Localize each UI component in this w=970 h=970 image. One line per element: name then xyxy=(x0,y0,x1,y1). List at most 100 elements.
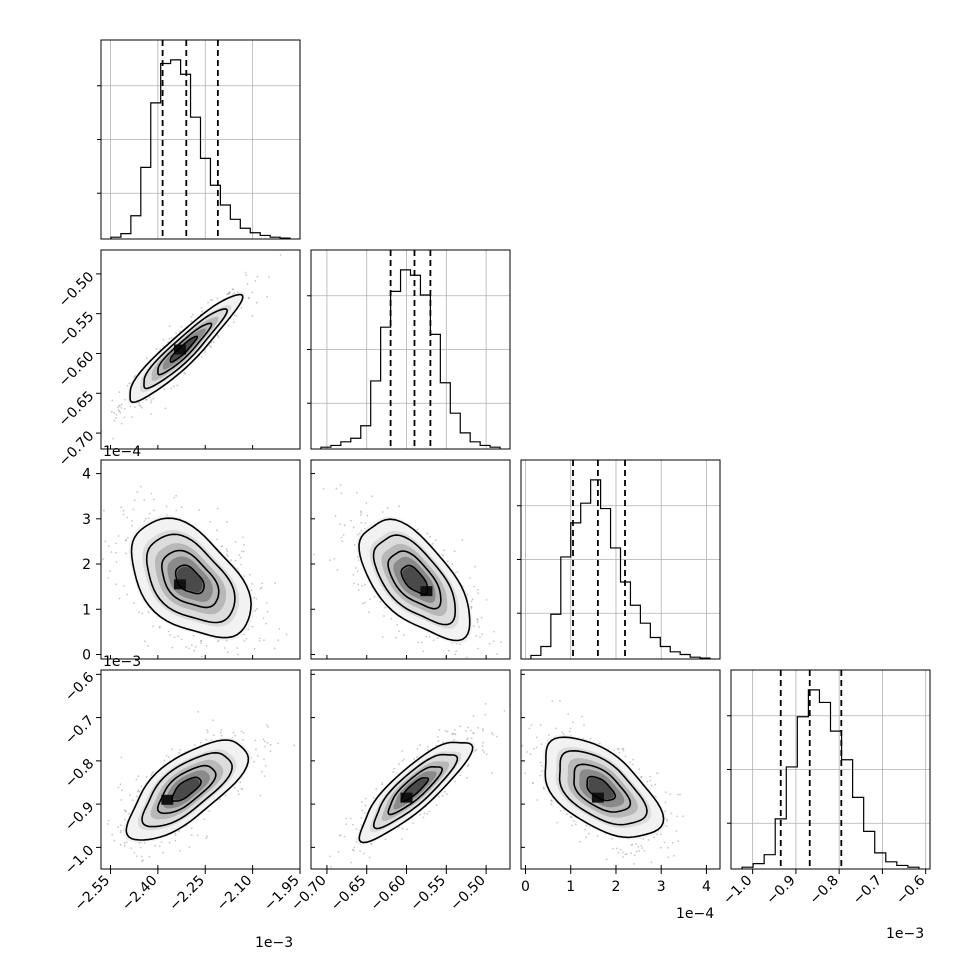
contour-0-1-2 xyxy=(157,322,213,376)
hist-frame-2 xyxy=(520,459,721,660)
pair-inner-0-2 xyxy=(102,485,288,658)
hist-frame-3 xyxy=(730,669,931,870)
contour-1-3-2 xyxy=(387,766,444,816)
pair-panel-0-3 xyxy=(100,669,301,870)
ytick-label-3-3: −0.7 xyxy=(62,713,97,748)
xtick-label-0-3: −2.10 xyxy=(214,873,256,915)
ytick-label-1-4: −0.50 xyxy=(56,269,98,311)
contour-1-3-3 xyxy=(400,777,430,803)
pair-frame-1-3 xyxy=(310,669,511,870)
ytick-label-3-1: −0.9 xyxy=(62,799,97,834)
contour-2-3-3 xyxy=(586,775,617,802)
contour-0-3-1 xyxy=(141,751,233,828)
pair-panel-1-2 xyxy=(310,459,511,660)
density-peak-1-3 xyxy=(400,792,413,803)
xtick-label-2-1: 1 xyxy=(566,879,575,895)
ytick-label-3-0: −1.0 xyxy=(62,842,97,877)
contour-1-2-0 xyxy=(358,518,471,642)
contour-1-3-1 xyxy=(373,753,459,830)
contour-0-3-2 xyxy=(156,764,217,815)
xtick-label-3-4: −0.6 xyxy=(893,872,928,907)
xtick-label-1-4: −0.50 xyxy=(447,873,489,915)
hist-grid-3 xyxy=(731,670,930,869)
pair-frame-2-3 xyxy=(520,669,721,870)
contour-0-2-3 xyxy=(174,564,205,595)
pair-frame-0-2 xyxy=(100,459,301,660)
ytick-label-1-3: −0.55 xyxy=(56,309,98,351)
ytick-label-2-1: 1 xyxy=(82,602,91,618)
contour-1-2-2 xyxy=(387,550,442,610)
pair-frame-1-2 xyxy=(310,459,511,660)
xtick-label-1-2: −0.60 xyxy=(368,873,410,915)
pair-inner-2-3 xyxy=(521,700,684,865)
contour-0-3-0 xyxy=(125,739,250,841)
xtick-label-3-3: −0.7 xyxy=(850,873,885,908)
contour-2-3-0 xyxy=(544,736,665,839)
hist-panel-1 xyxy=(307,249,511,450)
x-offset-3: 1e−3 xyxy=(886,926,924,942)
hist-frame-1 xyxy=(310,249,511,450)
xtick-label-2-0: 0 xyxy=(521,879,530,895)
xtick-label-2-2: 2 xyxy=(612,879,621,895)
xtick-label-0-2: −2.25 xyxy=(166,873,208,915)
ytick-label-2-2: 2 xyxy=(82,557,91,573)
density-peak-0-3 xyxy=(161,794,174,805)
pair-frame-0-1 xyxy=(100,249,301,450)
xtick-label-2-3: 3 xyxy=(657,879,666,895)
xtick-label-3-0: −1.0 xyxy=(720,873,755,908)
x-offset-2: 1e−4 xyxy=(676,906,714,922)
hist-panel-0 xyxy=(97,39,301,240)
contour-0-2-1 xyxy=(145,533,236,624)
xtick-label-0-0: −2.55 xyxy=(72,873,114,915)
pair-inner-0-1 xyxy=(101,254,282,440)
xtick-label-3-2: −0.8 xyxy=(807,873,842,908)
xtick-label-1-1: −0.65 xyxy=(328,873,370,915)
hist-grid-2 xyxy=(521,460,720,659)
contour-0-2-2 xyxy=(160,549,220,609)
hist-step-2 xyxy=(530,479,711,659)
pair-panel-2-3 xyxy=(520,669,721,870)
ytick-label-3-2: −0.8 xyxy=(62,756,97,791)
ytick-label-2-3: 3 xyxy=(82,512,91,528)
ytick-label-1-1: −0.65 xyxy=(56,388,98,430)
ytick-label-1-2: −0.60 xyxy=(56,349,98,391)
hist-frame-0 xyxy=(100,39,301,240)
contour-0-2-0 xyxy=(130,517,252,639)
ytick-label-2-4: 4 xyxy=(82,467,91,483)
contour-2-3-2 xyxy=(573,763,632,813)
xtick-label-3-1: −0.9 xyxy=(763,873,798,908)
contour-2-3-1 xyxy=(558,749,648,826)
density-fill-0-3-4 xyxy=(173,778,200,800)
contour-1-2-3 xyxy=(400,564,429,596)
y-offset-3: 1e−3 xyxy=(103,654,141,670)
hist-step-1 xyxy=(320,269,501,449)
pair-panel-1-3 xyxy=(310,669,511,870)
density-peak-0-1 xyxy=(173,344,186,355)
ytick-label-3-4: −0.6 xyxy=(62,669,97,704)
pair-inner-0-3 xyxy=(107,711,296,862)
contour-0-1-0 xyxy=(129,293,244,404)
xtick-label-2-4: 4 xyxy=(702,879,711,895)
hist-step-3 xyxy=(741,689,920,869)
pair-panel-0-2 xyxy=(100,459,301,660)
pair-panel-0-1 xyxy=(100,249,301,450)
hist-panel-3 xyxy=(727,669,931,870)
contour-1-3-0 xyxy=(358,741,474,844)
density-peak-0-2 xyxy=(173,579,186,590)
contour-0-3-3 xyxy=(171,776,202,802)
x-offset-0: 1e−3 xyxy=(255,935,293,951)
contour-0-1-1 xyxy=(143,308,228,390)
hist-panel-2 xyxy=(517,459,721,660)
hist-grid-1 xyxy=(311,250,510,449)
density-peak-1-2 xyxy=(420,586,433,597)
density-fill-1-2-4 xyxy=(402,566,427,593)
hist-step-0 xyxy=(110,59,291,239)
xtick-label-1-3: −0.55 xyxy=(407,873,449,915)
ytick-label-1-0: −0.70 xyxy=(56,428,98,470)
pair-frame-0-3 xyxy=(100,669,301,870)
pair-inner-1-2 xyxy=(311,460,502,659)
contour-1-2-1 xyxy=(372,534,456,626)
ytick-label-2-0: 0 xyxy=(82,647,91,663)
contour-0-1-3 xyxy=(169,335,199,363)
